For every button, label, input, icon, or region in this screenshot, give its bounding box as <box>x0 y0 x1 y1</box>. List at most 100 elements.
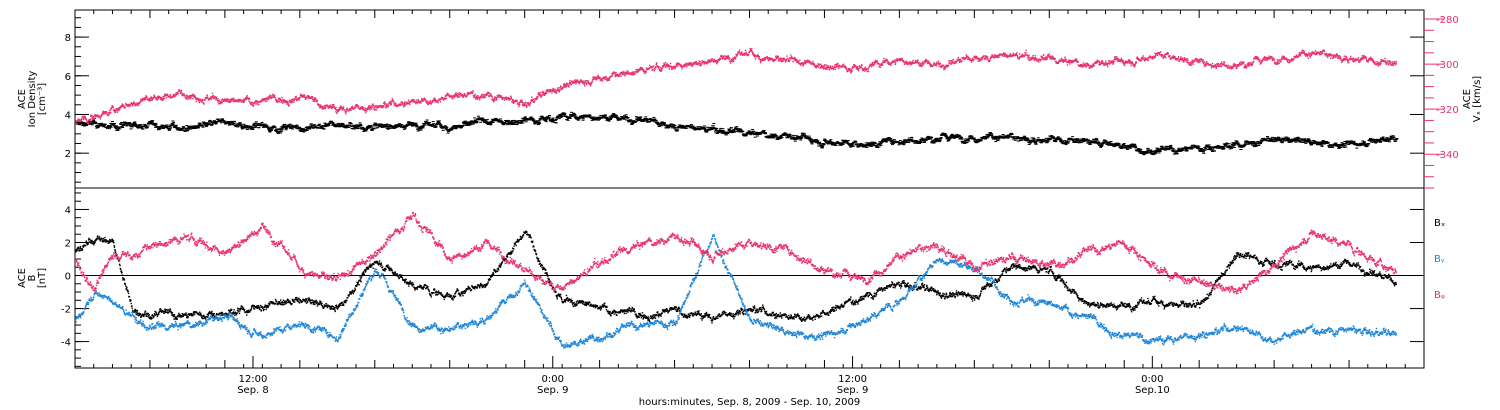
density-point <box>1222 148 1226 150</box>
density-point <box>604 114 607 116</box>
vx-point <box>106 111 108 113</box>
density-point <box>133 123 137 125</box>
density-point <box>1010 134 1014 135</box>
density-point <box>544 121 548 123</box>
density-point <box>846 140 850 142</box>
vx-point <box>162 99 165 101</box>
density-point <box>303 130 307 132</box>
density-point <box>172 125 176 127</box>
density-point <box>406 123 409 125</box>
density-point <box>653 118 657 120</box>
density-point <box>185 125 189 126</box>
density-point <box>972 137 976 139</box>
density-point <box>557 118 561 120</box>
density-point <box>341 123 345 125</box>
density-point <box>370 130 374 131</box>
density-point <box>310 125 314 127</box>
density-point <box>1071 136 1075 138</box>
density-point <box>463 121 467 123</box>
density-point <box>361 126 364 128</box>
density-point <box>122 124 126 126</box>
density-point <box>827 143 831 144</box>
density-point <box>1277 137 1281 139</box>
density-point <box>238 122 242 124</box>
density-point <box>149 123 153 125</box>
density-point <box>923 141 927 143</box>
density-point <box>283 125 287 127</box>
density-point <box>967 140 971 142</box>
density-point <box>242 123 246 125</box>
density-point <box>256 124 260 126</box>
density-point <box>210 124 214 126</box>
density-point <box>103 124 107 125</box>
density-point <box>663 122 666 124</box>
vx-point <box>103 113 105 115</box>
density-point <box>513 123 517 125</box>
density-point <box>436 120 440 122</box>
density-point <box>355 125 359 127</box>
vx-point <box>116 109 118 112</box>
density-point <box>1266 136 1269 138</box>
density-point <box>738 128 742 130</box>
density-point <box>524 121 528 123</box>
density-point <box>198 122 202 124</box>
vx-point <box>116 111 119 113</box>
density-point <box>565 119 569 121</box>
density-point <box>520 121 523 123</box>
vx-point <box>232 100 234 102</box>
density-point <box>762 130 766 132</box>
density-point <box>462 123 466 125</box>
density-point <box>414 123 418 125</box>
density-point <box>479 121 483 123</box>
density-point <box>488 123 492 125</box>
density-point <box>551 117 555 119</box>
density-point <box>196 126 200 128</box>
density-point <box>277 129 281 131</box>
density-point <box>322 128 326 130</box>
density-point <box>592 116 596 118</box>
density-point <box>143 123 147 125</box>
density-point <box>472 122 476 124</box>
density-point <box>486 124 490 125</box>
density-point <box>642 120 646 122</box>
density-point <box>603 115 607 117</box>
density-point <box>489 122 493 124</box>
density-point <box>407 122 411 124</box>
density-point <box>146 124 150 126</box>
density-point <box>120 122 123 124</box>
density-point <box>818 141 822 143</box>
density-point <box>233 122 237 124</box>
vx-point <box>153 95 156 97</box>
vx-point <box>85 119 88 121</box>
density-point <box>278 130 282 132</box>
density-point <box>1319 143 1323 145</box>
density-point <box>851 145 855 147</box>
density-point <box>769 133 773 135</box>
density-point <box>419 128 423 129</box>
vx-point <box>75 123 77 125</box>
vx-point <box>203 103 205 105</box>
density-point <box>425 121 429 123</box>
density-point <box>932 142 936 144</box>
density-point <box>614 114 618 116</box>
density-point <box>291 128 295 130</box>
density-point <box>1362 141 1366 143</box>
density-point <box>118 128 122 130</box>
vx-point <box>165 97 167 99</box>
vx-point <box>84 116 87 118</box>
density-point <box>1374 142 1378 144</box>
density-point <box>421 126 424 128</box>
density-point <box>470 121 474 123</box>
density-point <box>563 112 567 114</box>
vx-point <box>160 97 163 99</box>
density-point <box>624 116 628 117</box>
density-point <box>485 119 489 121</box>
density-point <box>432 124 436 126</box>
density-point <box>1085 138 1089 140</box>
density-point <box>445 126 449 128</box>
density-point <box>537 123 541 125</box>
density-point <box>1110 142 1114 144</box>
density-point <box>372 125 376 127</box>
density-point <box>1257 145 1261 146</box>
density-point <box>454 128 458 130</box>
